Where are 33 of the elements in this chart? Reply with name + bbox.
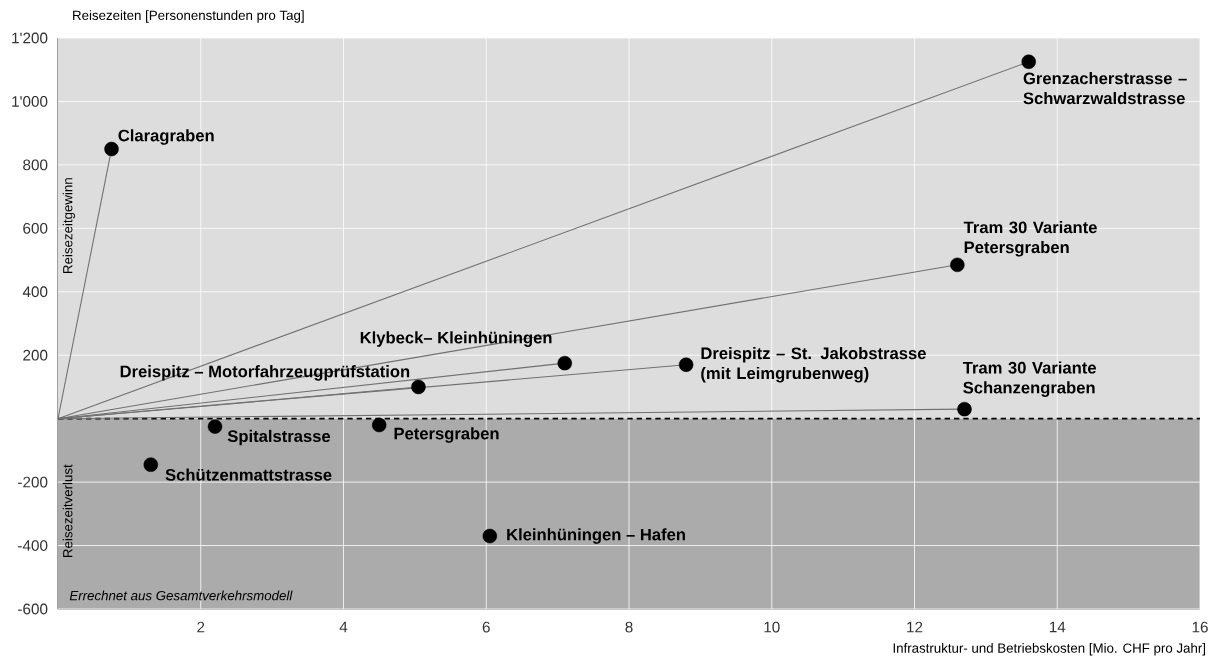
- x-tick-label: 12: [907, 621, 923, 633]
- y-tick-label: 600: [23, 222, 48, 234]
- x-tick-label: 2: [197, 621, 205, 633]
- y-tick-label: 800: [23, 159, 48, 171]
- annotation: Klybeck– Kleinhüningen: [360, 331, 552, 347]
- x-tick-label: 4: [339, 621, 348, 633]
- annotation: Dreispitz – St. Jakobstrasse (mit Leimgrubenweg): [701, 346, 926, 383]
- y-tick-label: 1'200: [12, 32, 48, 44]
- y-axis-title: Reisezeiten [Personenstunden pro Tag]: [73, 10, 304, 23]
- y-tick-label: -600: [18, 603, 48, 615]
- annotation: Errechnet aus Gesamtverkehrsmodell: [69, 590, 293, 601]
- y-tick-label: 400: [22, 286, 48, 298]
- annotation: Grenzacherstrasse – Schwarzwaldstrasse: [1023, 72, 1187, 105]
- annotation: Tram 30 Variante Schanzengraben: [962, 361, 1097, 397]
- x-tick-label: 10: [764, 621, 780, 633]
- annotation: Kleinhüningen – Hafen: [507, 528, 685, 544]
- band-label: Reisezeitverlust: [62, 464, 73, 557]
- x-tick-label: 16: [1192, 621, 1208, 633]
- annotation: Spitalstrasse: [227, 429, 331, 446]
- annotation: Tram 30 Variante Petersgraben: [963, 221, 1097, 257]
- x-tick-label: 14: [1049, 621, 1066, 633]
- y-tick-label: 1'000: [12, 96, 48, 107]
- band-label: Reisezeitgewinn: [62, 178, 76, 273]
- x-tick-label: 8: [625, 621, 633, 633]
- annotation: Petersgraben: [394, 427, 499, 443]
- annotation: Schützenmattstrasse: [165, 468, 332, 481]
- x-axis-title: Infrastruktur- und Betriebskosten [Mio. CHF pro Jahr]: [893, 643, 1206, 656]
- y-tick-label: -400: [18, 540, 48, 551]
- annotation: Dreispitz – Motorfahrzeugprüfstation: [120, 365, 410, 381]
- y-tick-label: 200: [23, 349, 48, 361]
- x-tick-label: 6: [482, 621, 490, 633]
- y-tick-label: -200: [18, 476, 48, 488]
- annotation: Claragraben: [118, 129, 214, 145]
